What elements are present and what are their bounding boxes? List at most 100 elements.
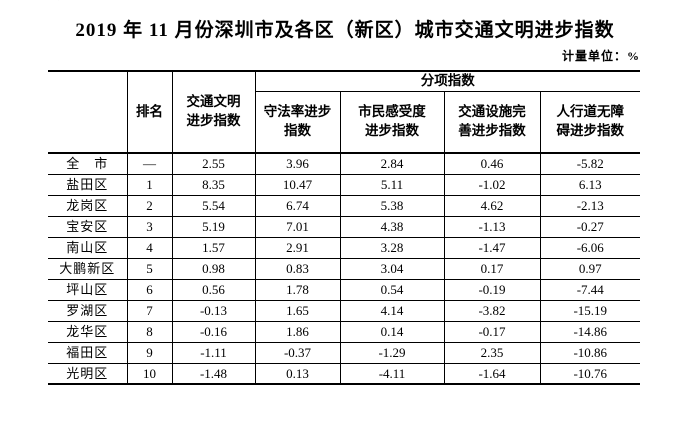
citizen-perception-cell: 5.38 xyxy=(339,194,444,217)
overall-index-cell: 1.57 xyxy=(171,236,255,259)
header-overall-index: 交通文明 进步指数 xyxy=(171,71,255,155)
district-cell: 龙岗区 xyxy=(48,194,127,217)
rank-cell: 2 xyxy=(126,194,172,217)
index-table: 排名 交通文明 进步指数 分项指数 守法率进步 指数 市民感受度 进步指数 交通… xyxy=(48,70,640,386)
header-row-group: 排名 交通文明 进步指数 分项指数 xyxy=(48,71,640,155)
rank-cell: 9 xyxy=(126,341,172,364)
traffic-facility-cell: -0.17 xyxy=(443,320,540,343)
header-traffic-facility-index: 交通设施完 善进步指数 xyxy=(443,91,540,155)
rank-cell: — xyxy=(126,153,172,175)
table-row: 盐田区 1 8.35 10.47 5.11 -1.02 6.13 xyxy=(48,173,640,196)
overall-index-cell: 5.54 xyxy=(171,194,255,217)
table-row: 宝安区 3 5.19 7.01 4.38 -1.13 -0.27 xyxy=(48,215,640,238)
law-rate-cell: 6.74 xyxy=(254,194,340,217)
citizen-perception-cell: 0.14 xyxy=(339,320,444,343)
table-row: 大鹏新区 5 0.98 0.83 3.04 0.17 0.97 xyxy=(48,257,640,280)
district-cell: 福田区 xyxy=(48,341,127,364)
unit-note: 计量单位：% xyxy=(561,49,640,63)
citizen-perception-cell: 3.04 xyxy=(339,257,444,280)
law-rate-cell: 7.01 xyxy=(254,215,340,238)
traffic-facility-cell: -1.47 xyxy=(443,236,540,259)
sidewalk-cell: -2.13 xyxy=(539,194,640,217)
sidewalk-cell: -10.76 xyxy=(539,362,640,385)
district-cell: 光明区 xyxy=(48,362,127,385)
law-rate-cell: 1.78 xyxy=(254,278,340,301)
rank-cell: 6 xyxy=(126,278,172,301)
overall-index-cell: 5.19 xyxy=(171,215,255,238)
overall-index-cell: -1.48 xyxy=(171,362,255,385)
sidewalk-cell: -7.44 xyxy=(539,278,640,301)
traffic-facility-cell: 0.17 xyxy=(443,257,540,280)
table-row: 坪山区 6 0.56 1.78 0.54 -0.19 -7.44 xyxy=(48,278,640,301)
overall-index-cell: -0.16 xyxy=(171,320,255,343)
citizen-perception-cell: 2.84 xyxy=(339,153,444,175)
rank-cell: 10 xyxy=(126,362,172,385)
header-sidewalk-accessibility-index: 人行道无障 碍进步指数 xyxy=(539,91,640,155)
district-cell: 全 市 xyxy=(66,156,109,172)
sidewalk-cell: -10.86 xyxy=(539,341,640,364)
traffic-facility-cell: -1.64 xyxy=(443,362,540,385)
citizen-perception-cell: 0.54 xyxy=(339,278,444,301)
citizen-perception-cell: -1.29 xyxy=(339,341,444,364)
citizen-perception-cell: 3.28 xyxy=(339,236,444,259)
table-row: 南山区 4 1.57 2.91 3.28 -1.47 -6.06 xyxy=(48,236,640,259)
sidewalk-cell: -6.06 xyxy=(539,236,640,259)
header-citizen-perception-index: 市民感受度 进步指数 xyxy=(339,91,444,155)
traffic-facility-cell: -0.19 xyxy=(443,278,540,301)
law-rate-cell: 2.91 xyxy=(254,236,340,259)
overall-index-cell: 2.55 xyxy=(171,153,255,175)
table-row: 全 市 — 2.55 3.96 2.84 0.46 -5.82 xyxy=(48,153,640,175)
law-rate-cell: 3.96 xyxy=(254,153,340,175)
district-cell: 龙华区 xyxy=(48,320,127,343)
district-cell: 盐田区 xyxy=(48,173,127,196)
traffic-facility-cell: 2.35 xyxy=(443,341,540,364)
table-row: 福田区 9 -1.11 -0.37 -1.29 2.35 -10.86 xyxy=(48,341,640,364)
cutoff-text: 附表 xyxy=(38,0,98,2)
rank-cell: 1 xyxy=(126,173,172,196)
overall-index-cell: -1.11 xyxy=(171,341,255,364)
district-cell: 宝安区 xyxy=(48,215,127,238)
law-rate-cell: 1.86 xyxy=(254,320,340,343)
traffic-facility-cell: 4.62 xyxy=(443,194,540,217)
header-row-sub: 守法率进步 指数 市民感受度 进步指数 交通设施完 善进步指数 人行道无障 碍进… xyxy=(48,91,640,155)
citizen-perception-cell: 5.11 xyxy=(339,173,444,196)
sidewalk-cell: -14.86 xyxy=(539,320,640,343)
sidewalk-cell: 6.13 xyxy=(539,173,640,196)
rank-cell: 5 xyxy=(126,257,172,280)
law-rate-cell: 10.47 xyxy=(254,173,340,196)
law-rate-cell: 1.65 xyxy=(254,299,340,322)
table-row: 龙岗区 2 5.54 6.74 5.38 4.62 -2.13 xyxy=(48,194,640,217)
district-cell: 坪山区 xyxy=(48,278,127,301)
rank-cell: 4 xyxy=(126,236,172,259)
table-row: 光明区 10 -1.48 0.13 -4.11 -1.64 -10.76 xyxy=(48,362,640,385)
sidewalk-cell: -0.27 xyxy=(539,215,640,238)
header-law-rate-index: 守法率进步 指数 xyxy=(254,91,340,155)
district-cell: 大鹏新区 xyxy=(48,257,127,280)
traffic-facility-cell: 0.46 xyxy=(443,153,540,175)
district-cell: 罗湖区 xyxy=(48,299,127,322)
overall-index-cell: 8.35 xyxy=(171,173,255,196)
header-subindex-group: 分项指数 xyxy=(254,71,640,92)
traffic-facility-cell: -1.02 xyxy=(443,173,540,196)
cutoff-text-fragment: 附表 xyxy=(38,0,98,3)
citizen-perception-cell: 4.14 xyxy=(339,299,444,322)
traffic-facility-cell: -3.82 xyxy=(443,299,540,322)
overall-index-cell: 0.98 xyxy=(171,257,255,280)
header-district xyxy=(48,71,127,155)
law-rate-cell: 0.83 xyxy=(254,257,340,280)
overall-index-cell: 0.56 xyxy=(171,278,255,301)
traffic-facility-cell: -1.13 xyxy=(443,215,540,238)
rank-cell: 3 xyxy=(126,215,172,238)
sidewalk-cell: -5.82 xyxy=(539,153,640,175)
district-cell: 南山区 xyxy=(48,236,127,259)
rank-cell: 8 xyxy=(126,320,172,343)
rank-cell: 7 xyxy=(126,299,172,322)
overall-index-cell: -0.13 xyxy=(171,299,255,322)
header-rank: 排名 xyxy=(126,71,172,155)
citizen-perception-cell: -4.11 xyxy=(339,362,444,385)
law-rate-cell: 0.13 xyxy=(254,362,340,385)
page-title: 2019 年 11 月份深圳市及各区（新区）城市交通文明进步指数 xyxy=(75,20,615,41)
table-row: 龙华区 8 -0.16 1.86 0.14 -0.17 -14.86 xyxy=(48,320,640,343)
law-rate-cell: -0.37 xyxy=(254,341,340,364)
citizen-perception-cell: 4.38 xyxy=(339,215,444,238)
